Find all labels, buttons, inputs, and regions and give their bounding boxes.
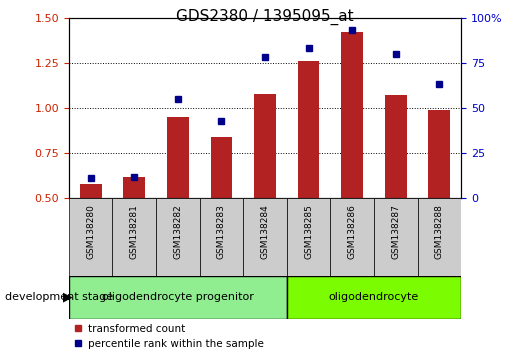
Text: development stage: development stage [5,292,113,302]
Text: GSM138284: GSM138284 [261,205,269,259]
Bar [156,198,200,276]
Text: GSM138280: GSM138280 [86,205,95,259]
Text: GSM138287: GSM138287 [391,205,400,259]
Text: GSM138288: GSM138288 [435,205,444,259]
Bar [418,198,461,276]
Bar [210,137,232,198]
Text: GDS2380 / 1395095_at: GDS2380 / 1395095_at [176,9,354,25]
Bar [243,198,287,276]
Text: GSM138282: GSM138282 [173,205,182,259]
Text: GSM138286: GSM138286 [348,205,357,259]
Bar [112,198,156,276]
Bar [298,61,320,198]
Bar [69,276,287,319]
Text: ▶: ▶ [63,291,72,304]
Bar [341,32,363,198]
Bar [200,198,243,276]
Bar [374,198,418,276]
Bar [385,95,407,198]
Text: oligodendrocyte progenitor: oligodendrocyte progenitor [102,292,254,302]
Bar [428,110,450,198]
Bar [254,93,276,198]
Bar [80,184,102,198]
Bar [330,198,374,276]
Text: oligodendrocyte: oligodendrocyte [329,292,419,302]
Bar [287,198,330,276]
Bar [287,276,461,319]
Text: GSM138285: GSM138285 [304,205,313,259]
Bar [69,198,112,276]
Bar [123,177,145,198]
Legend: transformed count, percentile rank within the sample: transformed count, percentile rank withi… [74,324,263,349]
Bar [167,117,189,198]
Text: GSM138283: GSM138283 [217,205,226,259]
Text: GSM138281: GSM138281 [130,205,139,259]
